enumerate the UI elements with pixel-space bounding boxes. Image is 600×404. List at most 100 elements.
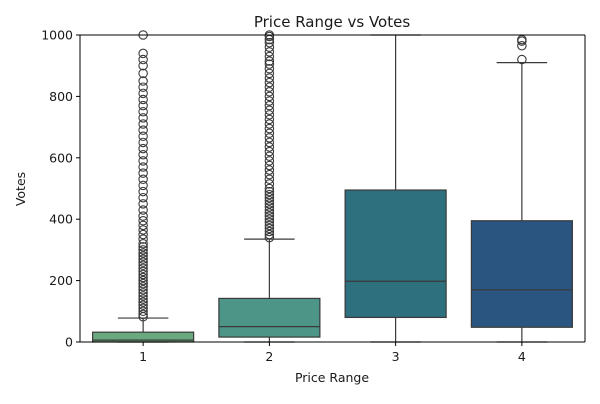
outlier-point-1 — [138, 245, 148, 255]
outlier-point-1 — [138, 125, 148, 135]
x-tick-label: 4 — [518, 349, 526, 364]
outlier-point-2 — [264, 64, 275, 74]
outlier-point-1 — [138, 205, 148, 215]
outlier-point-1 — [138, 239, 148, 249]
outlier-point-1 — [138, 248, 148, 258]
x-tick-label: 3 — [392, 349, 400, 364]
outlier-point-1 — [138, 131, 148, 142]
outlier-point-2 — [264, 87, 275, 97]
outlier-point-2 — [264, 214, 275, 224]
outlier-point-1 — [138, 269, 148, 280]
outlier-point-2 — [264, 217, 275, 228]
outlier-point-1 — [138, 306, 148, 317]
outlier-point-1 — [138, 162, 148, 172]
outlier-point-1 — [138, 291, 148, 301]
outlier-point-1 — [138, 168, 148, 178]
outlier-point-2 — [264, 146, 275, 157]
outlier-point-1 — [138, 229, 148, 240]
outlier-point-2 — [264, 119, 275, 129]
box-3 — [344, 189, 447, 319]
outlier-point-2 — [264, 137, 275, 148]
outlier-point-1 — [138, 234, 148, 244]
outlier-point-1 — [138, 82, 148, 92]
outlier-point-1 — [138, 309, 148, 320]
plot-area: 0 200 400 600 800 1000 1 2 3 4 — [41, 28, 586, 364]
outlier-point-2 — [264, 91, 275, 102]
outlier-point-2 — [264, 59, 275, 69]
outlier-point-1 — [138, 266, 148, 277]
outlier-point-1 — [138, 275, 148, 286]
outlier-point-1 — [138, 257, 148, 267]
outlier-point-2 — [264, 189, 275, 200]
outlier-point-1 — [138, 242, 148, 252]
outlier-point-1 — [138, 254, 148, 264]
outlier-point-1 — [138, 94, 148, 105]
outlier-point-1 — [138, 285, 148, 295]
outlier-point-1 — [138, 180, 148, 191]
outlier-point-1 — [138, 60, 148, 71]
outlier-point-1 — [138, 119, 148, 129]
outlier-point-2 — [264, 186, 275, 197]
outlier-point-2 — [264, 229, 275, 240]
outlier-point-2 — [264, 114, 275, 125]
outlier-point-2 — [264, 133, 275, 143]
outlier-point-2 — [264, 232, 275, 243]
box-4 — [470, 220, 573, 328]
outlier-point-2 — [264, 128, 275, 138]
chart-title: Price Range vs Votes — [254, 13, 411, 31]
outlier-point-2 — [264, 226, 275, 237]
y-tick-label: 600 — [49, 150, 73, 165]
outlier-point-2 — [264, 165, 275, 175]
outlier-point-2 — [264, 179, 275, 189]
y-tick-label: 0 — [65, 335, 73, 350]
outlier-point-1 — [138, 68, 148, 79]
outlier-point-2 — [264, 220, 275, 231]
outlier-point-1 — [138, 137, 148, 148]
outlier-point-2 — [264, 123, 275, 134]
outlier-point-1 — [138, 186, 148, 197]
outlier-point-1 — [138, 54, 148, 65]
outlier-point-2 — [264, 156, 275, 166]
outlier-point-2 — [264, 192, 275, 203]
y-tick-label: 1000 — [41, 28, 73, 43]
outlier-point-2 — [264, 51, 275, 62]
outlier-point-2 — [264, 100, 275, 111]
outlier-point-2 — [264, 196, 275, 206]
outlier-point-2 — [264, 211, 275, 221]
outlier-point-2 — [264, 73, 275, 83]
outlier-point-1 — [138, 272, 148, 283]
outlier-point-2 — [264, 183, 275, 194]
outlier-point-1 — [138, 174, 148, 185]
outlier-point-2 — [264, 77, 275, 88]
outlier-point-1 — [138, 48, 148, 59]
y-tick-label: 800 — [49, 89, 73, 104]
outlier-point-2 — [264, 56, 275, 66]
outlier-point-2 — [264, 205, 275, 215]
outlier-point-2 — [264, 37, 275, 48]
outlier-point-1 — [138, 278, 148, 289]
outlier-point-1 — [138, 107, 148, 117]
outlier-point-1 — [138, 199, 148, 209]
outlier-point-1 — [138, 303, 148, 313]
outlier-point-1 — [138, 281, 148, 292]
outlier-point-2 — [264, 68, 275, 79]
y-tick-label: 200 — [49, 273, 73, 288]
outlier-point-1 — [138, 113, 148, 123]
outlier-point-1 — [138, 143, 148, 154]
outlier-point-1 — [138, 215, 148, 226]
outlier-point-1 — [138, 263, 148, 274]
outlier-point-4 — [517, 54, 527, 65]
outlier-point-1 — [138, 251, 148, 261]
outlier-point-2 — [264, 199, 275, 209]
outlier-point-2 — [264, 151, 275, 162]
outlier-point-1 — [138, 100, 148, 111]
outlier-point-2 — [264, 202, 275, 212]
outlier-point-2 — [264, 160, 275, 171]
outlier-point-2 — [264, 174, 275, 185]
outlier-point-1 — [138, 149, 148, 160]
outlier-point-2 — [264, 105, 275, 115]
outlier-point-2 — [264, 82, 275, 92]
outlier-point-1 — [138, 294, 148, 304]
